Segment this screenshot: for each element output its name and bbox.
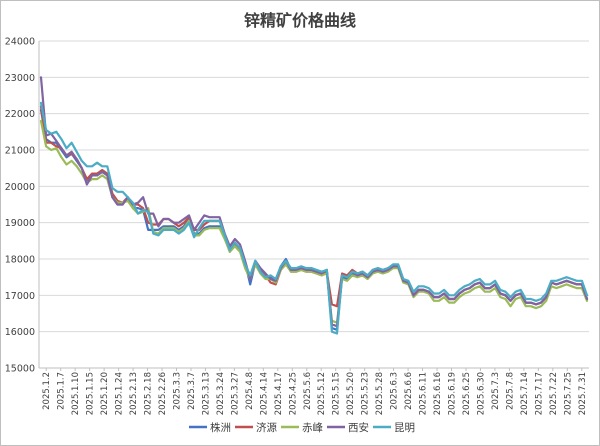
x-tick-label: 2025.5.23	[361, 372, 371, 415]
x-tick-label: 2025.7.8	[505, 372, 515, 410]
series-line-3	[39, 119, 589, 324]
x-tick-label: 2025.6.30	[476, 372, 486, 415]
legend-label: 赤峰	[302, 422, 323, 434]
y-tick-label: 24000	[5, 37, 35, 48]
y-tick-label: 16000	[5, 327, 35, 338]
y-tick-label: 15000	[5, 364, 35, 375]
x-tick-label: 2025.7.17	[534, 372, 544, 415]
x-tick-label: 2025.6.11	[419, 372, 429, 415]
x-tick-label: 2025.2.13	[129, 372, 139, 415]
x-tick-label: 2025.1.2	[42, 372, 52, 410]
y-tick-label: 20000	[5, 182, 35, 193]
x-tick-label: 2025.3.27	[230, 372, 240, 415]
x-tick-label: 2025.6.6	[404, 372, 414, 410]
series-line-1	[39, 108, 589, 331]
x-tick-label: 2025.6.25	[462, 372, 472, 415]
x-tick-label: 2025.7.14	[520, 372, 530, 415]
x-tick-label: 2025.1.20	[100, 372, 110, 415]
x-tick-label: 2025.4.25	[288, 372, 298, 415]
x-tick-label: 2025.3.24	[216, 372, 226, 415]
legend-label: 济源	[256, 421, 277, 434]
x-tick-label: 2025.1.10	[71, 372, 81, 415]
x-tick-label: 2025.5.12	[317, 372, 327, 415]
legend-label: 西安	[348, 421, 369, 434]
x-tick-label: 2025.7.3	[491, 372, 501, 410]
legend: 株洲 济源 赤峰 西安 昆明	[189, 421, 415, 434]
y-tick-label: 21000	[5, 146, 35, 157]
x-tick-label: 2025.6.3	[390, 372, 400, 410]
series-line-5	[39, 101, 589, 335]
chart-title: 锌精矿价格曲线	[243, 11, 356, 30]
x-tick-label: 2025.7.22	[549, 372, 559, 415]
x-tick-label: 2025.5.15	[332, 372, 342, 415]
y-tick-label: 17000	[5, 291, 35, 302]
x-tick-label: 2025.6.16	[433, 372, 443, 415]
x-tick-label: 2025.4.14	[259, 372, 269, 415]
x-tick-label: 2025.4.17	[274, 372, 284, 415]
x-tick-label: 2025.1.7	[57, 372, 67, 410]
x-tick-label: 2025.3.7	[187, 372, 197, 410]
legend-label: 株洲	[210, 421, 231, 434]
x-tick-label: 2025.1.15	[86, 372, 96, 415]
x-tick-label: 2025.6.19	[448, 372, 458, 415]
x-tick-label: 2025.5.20	[346, 372, 356, 415]
x-tick-label: 2025.4.8	[245, 372, 255, 410]
series-line-2	[39, 105, 589, 308]
y-tick-label: 19000	[5, 218, 35, 229]
x-tick-label: 2025.7.25	[563, 372, 573, 415]
x-tick-label: 2025.5.28	[375, 372, 385, 415]
y-tick-label: 18000	[5, 255, 35, 266]
legend-label: 昆明	[394, 422, 415, 434]
x-tick-label: 2025.7.31	[578, 372, 588, 415]
x-tick-label: 2025.3.13	[201, 372, 211, 415]
x-tick-label: 2025.1.24	[115, 372, 125, 415]
x-tick-label: 2025.2.26	[158, 372, 168, 415]
x-tick-label: 2025.5.6	[303, 372, 313, 410]
y-tick-label: 22000	[5, 109, 35, 120]
y-tick-label: 23000	[5, 73, 35, 84]
x-tick-label: 2025.2.18	[144, 372, 154, 415]
x-tick-label: 2025.3.3	[173, 372, 183, 410]
